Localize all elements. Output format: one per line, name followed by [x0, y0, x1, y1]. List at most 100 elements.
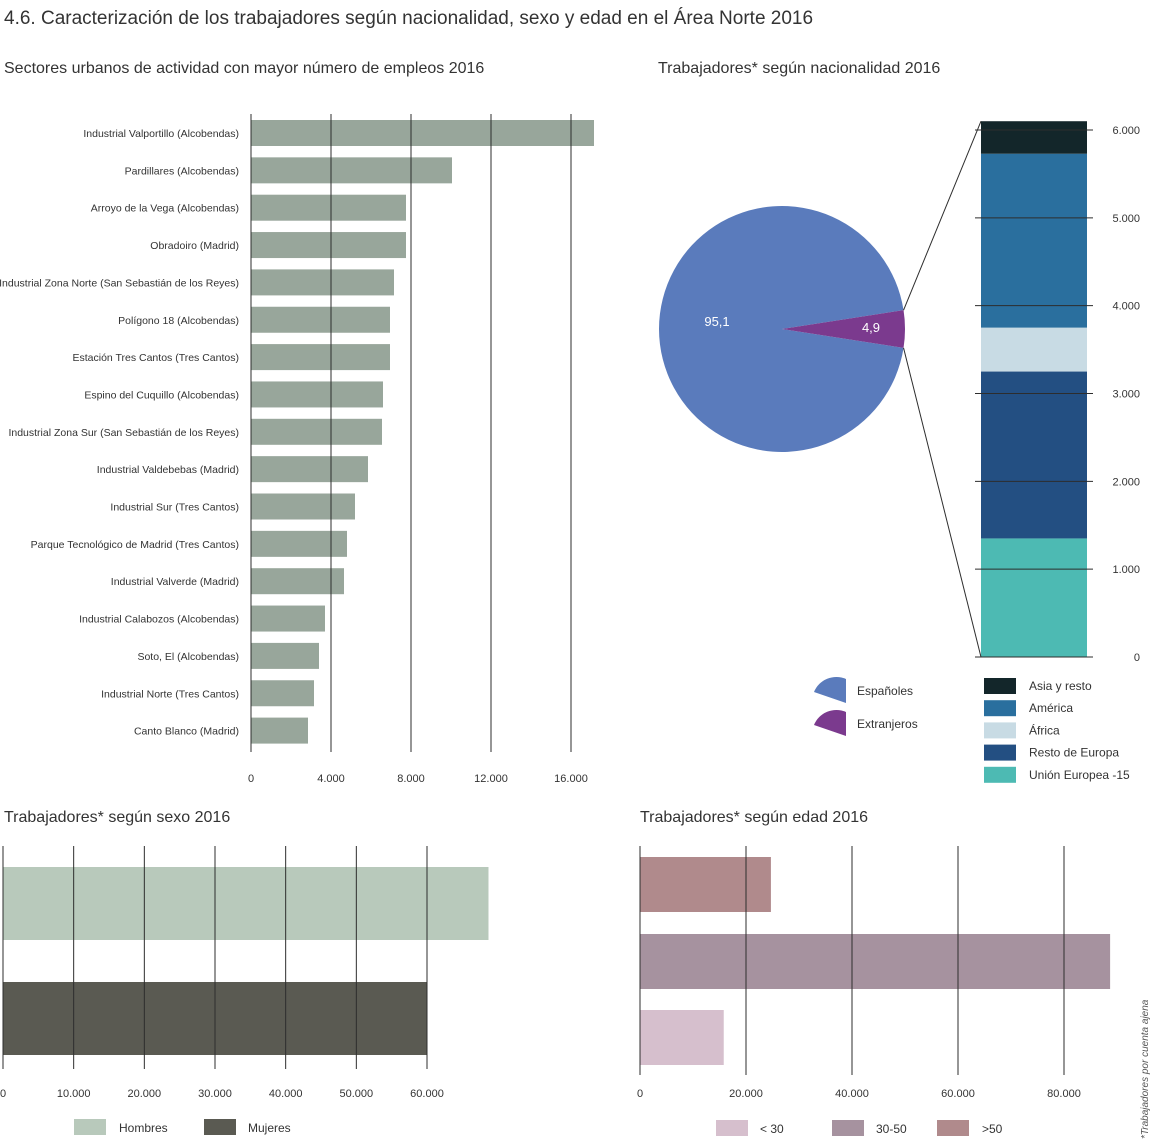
- x-tick-label: 4.000: [317, 773, 345, 785]
- sector-label: Industrial Valverde (Madrid): [111, 576, 239, 588]
- sector-bar: [251, 605, 325, 632]
- sector-label: Canto Blanco (Madrid): [134, 726, 239, 738]
- x-tick-label: 16.000: [554, 773, 588, 785]
- sectors-chart-title: Sectores urbanos de actividad con mayor …: [4, 60, 485, 77]
- sector-label: Espino del Cuquillo (Alcobendas): [84, 389, 239, 401]
- sector-label: Obradoiro (Madrid): [150, 240, 239, 252]
- x-tick-label: 40.000: [269, 1088, 303, 1100]
- legend-swatch: [984, 744, 1016, 761]
- sector-bar: [251, 157, 452, 184]
- connector-line: [903, 121, 982, 311]
- legend-label: Hombres: [119, 1121, 168, 1135]
- legend-swatch: [984, 678, 1016, 694]
- y-tick-label: 6.000: [1112, 125, 1140, 137]
- legend-label: Españoles: [857, 684, 913, 698]
- stack-segment: [981, 153, 1087, 328]
- legend-swatch: [937, 1120, 969, 1136]
- pie-label-extranjeros: 4,9: [862, 320, 880, 335]
- sector-bar: [251, 456, 368, 483]
- sector-bar: [251, 306, 390, 333]
- age-bar: [640, 1010, 724, 1065]
- x-tick-label: 20.000: [128, 1088, 162, 1100]
- legend-label: América: [1029, 701, 1073, 715]
- legend-label: Unión Europea -15: [1029, 768, 1130, 782]
- legend-label: 30-50: [876, 1122, 907, 1136]
- stack-segment: [981, 327, 1087, 372]
- legend-label: Asia y resto: [1029, 679, 1092, 693]
- x-tick-label: 40.000: [835, 1088, 869, 1100]
- sector-label: Arroyo de la Vega (Alcobendas): [91, 203, 239, 215]
- legend-swatch: [74, 1119, 106, 1135]
- legend-label: < 30: [760, 1122, 784, 1136]
- age-bar: [640, 934, 1111, 989]
- sector-bar: [251, 120, 594, 146]
- nationality-chart-title: Trabajadores* según nacionalidad 2016: [658, 60, 941, 77]
- main-title: 4.6. Caracterización de los trabajadores…: [4, 8, 814, 29]
- x-tick-label: 20.000: [729, 1088, 763, 1100]
- sector-label: Estación Tres Cantos (Tres Cantos): [72, 352, 239, 364]
- x-tick-label: 50.000: [340, 1088, 374, 1100]
- connector-line: [903, 347, 982, 658]
- sector-bar: [251, 642, 319, 669]
- sector-label: Pardillares (Alcobendas): [125, 165, 239, 177]
- legend-wedge-espanoles: [814, 676, 846, 703]
- sector-label: Industrial Calabozos (Alcobendas): [79, 614, 239, 626]
- legend-swatch: [832, 1120, 864, 1136]
- sector-label: Soto, El (Alcobendas): [137, 651, 239, 663]
- sector-bar: [251, 381, 383, 408]
- sector-bar: [251, 717, 308, 744]
- sector-bar: [251, 680, 314, 707]
- y-tick-label: 3.000: [1112, 389, 1140, 401]
- legend-label: Resto de Europa: [1029, 746, 1119, 760]
- stack-segment: [981, 371, 1087, 539]
- legend-label: >50: [982, 1122, 1003, 1136]
- sector-label: Industrial Valportillo (Alcobendas): [83, 128, 239, 140]
- pie-slice-espanoles: [658, 205, 904, 452]
- sector-label: Industrial Norte (Tres Cantos): [101, 688, 239, 700]
- legend-label: Mujeres: [248, 1121, 291, 1135]
- x-tick-label: 0: [248, 773, 254, 785]
- sector-label: Polígono 18 (Alcobendas): [118, 315, 239, 327]
- legend-swatch: [984, 722, 1016, 739]
- sex-chart-title: Trabajadores* según sexo 2016: [4, 809, 231, 826]
- sector-bar: [251, 194, 406, 221]
- sector-bar: [251, 232, 406, 259]
- x-tick-label: 60.000: [941, 1088, 975, 1100]
- stack-segment: [981, 538, 1087, 657]
- sector-label: Industrial Valdebebas (Madrid): [97, 464, 239, 476]
- stack-segment: [981, 121, 1087, 154]
- sector-bar: [251, 269, 394, 296]
- x-tick-label: 8.000: [397, 773, 425, 785]
- x-tick-label: 10.000: [57, 1088, 91, 1100]
- sector-label: Industrial Zona Sur (San Sebastián de lo…: [8, 427, 239, 439]
- age-bar: [640, 857, 771, 912]
- y-tick-label: 2.000: [1112, 476, 1140, 488]
- y-tick-label: 0: [1134, 652, 1140, 664]
- sector-bar: [251, 344, 390, 371]
- legend-label: África: [1029, 722, 1060, 737]
- sector-label: Industrial Zona Norte (San Sebastián de …: [0, 277, 239, 289]
- pie-label-espanoles: 95,1: [704, 314, 729, 329]
- legend-swatch: [716, 1120, 748, 1136]
- x-tick-label: 80.000: [1047, 1088, 1081, 1100]
- sector-bar: [251, 418, 382, 445]
- sex-bar: [3, 867, 489, 940]
- legend-swatch: [984, 700, 1016, 717]
- legend-wedge-extranjeros: [814, 709, 846, 736]
- age-chart-title: Trabajadores* según edad 2016: [640, 809, 869, 826]
- y-tick-label: 4.000: [1112, 301, 1140, 313]
- x-tick-label: 60.000: [410, 1088, 444, 1100]
- sector-label: Industrial Sur (Tres Cantos): [110, 502, 239, 514]
- legend-swatch: [204, 1119, 236, 1135]
- sector-bar: [251, 493, 355, 520]
- x-tick-label: 30.000: [198, 1088, 232, 1100]
- x-tick-label: 0: [637, 1088, 643, 1100]
- legend-label: Extranjeros: [857, 717, 918, 731]
- y-tick-label: 5.000: [1112, 213, 1140, 225]
- y-tick-label: 1.000: [1112, 564, 1140, 576]
- x-tick-label: 0: [0, 1088, 6, 1100]
- pie-slice-extranjeros: [782, 310, 905, 348]
- sector-bar: [251, 530, 347, 557]
- sector-label: Parque Tecnológico de Madrid (Tres Canto…: [31, 539, 239, 551]
